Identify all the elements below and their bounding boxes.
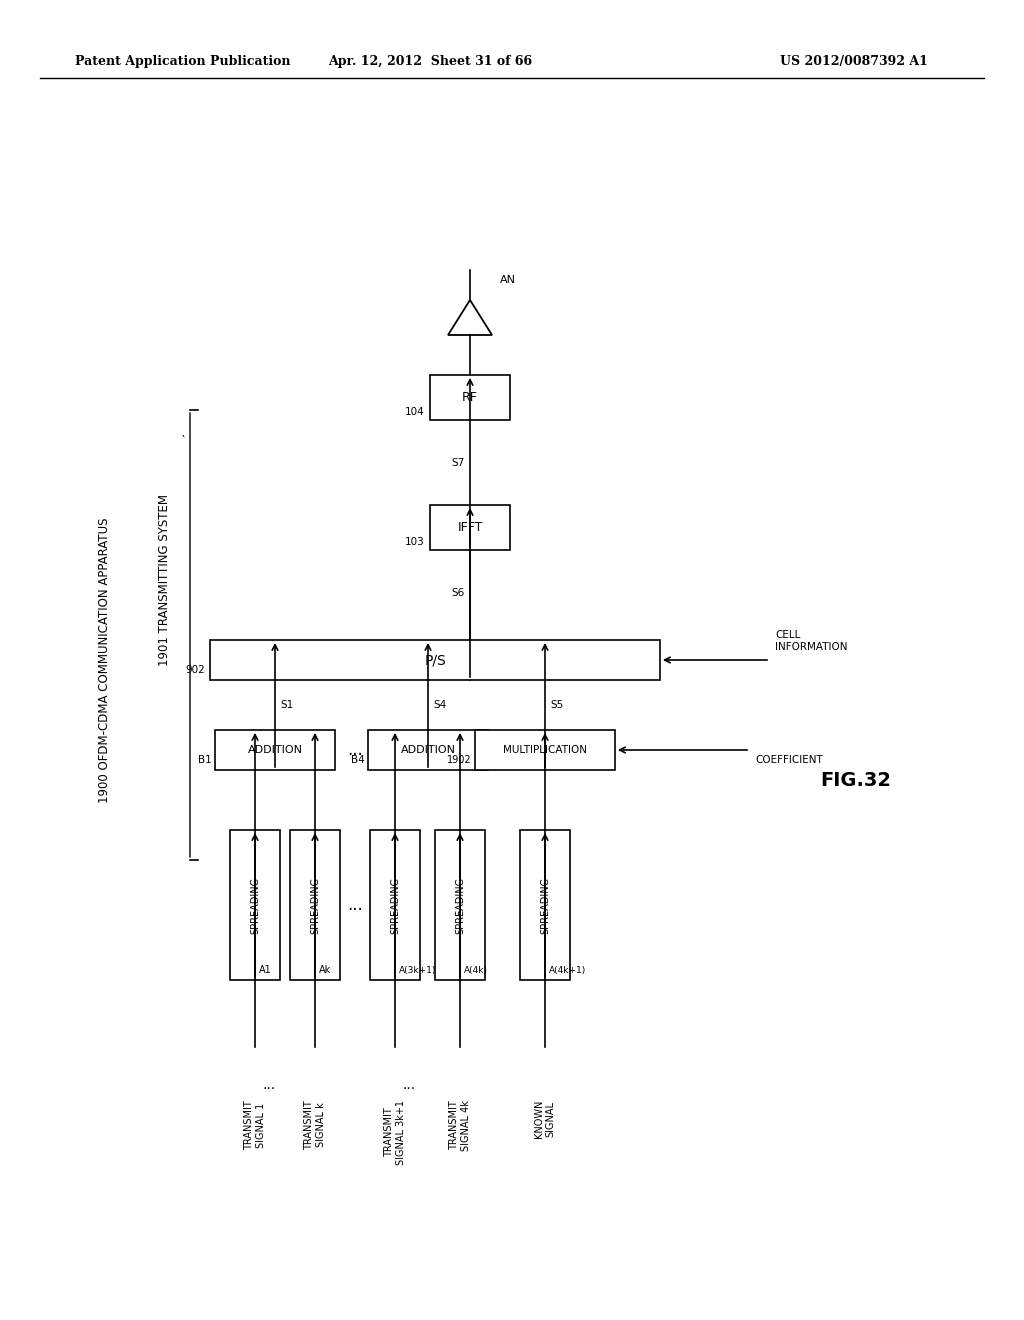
Text: ...: ... — [263, 1078, 276, 1092]
Text: 902: 902 — [185, 665, 205, 675]
Text: B1: B1 — [199, 755, 212, 766]
Bar — [230, 830, 280, 979]
Bar — [370, 830, 420, 979]
Text: 103: 103 — [406, 537, 425, 546]
Bar — [290, 830, 340, 979]
Text: Ak: Ak — [319, 965, 331, 975]
Text: SPREADING: SPREADING — [455, 876, 465, 933]
Text: 104: 104 — [406, 407, 425, 417]
Bar — [475, 730, 615, 770]
Text: A1: A1 — [259, 965, 271, 975]
Text: 1902: 1902 — [447, 755, 472, 766]
Text: IFFT: IFFT — [458, 521, 482, 535]
Text: ADDITION: ADDITION — [400, 744, 456, 755]
Text: RF: RF — [462, 391, 478, 404]
Text: MULTIPLICATION: MULTIPLICATION — [503, 744, 587, 755]
Bar — [520, 830, 570, 979]
Text: SPREADING: SPREADING — [250, 876, 260, 933]
Text: TRANSMIT
SIGNAL 3k+1: TRANSMIT SIGNAL 3k+1 — [384, 1100, 406, 1166]
Text: ‵: ‵ — [182, 433, 185, 446]
Text: A(3k+1): A(3k+1) — [399, 966, 436, 975]
Text: AN: AN — [500, 275, 516, 285]
Text: FIG.32: FIG.32 — [820, 771, 891, 789]
Text: S1: S1 — [280, 700, 293, 710]
Text: CELL
INFORMATION: CELL INFORMATION — [775, 631, 848, 652]
Bar — [368, 730, 488, 770]
Text: TRANSMIT
SIGNAL 1: TRANSMIT SIGNAL 1 — [244, 1100, 266, 1150]
Text: SPREADING: SPREADING — [390, 876, 400, 933]
Bar — [435, 830, 485, 979]
Text: P/S: P/S — [424, 653, 445, 667]
Text: 1901 TRANSMITTING SYSTEM: 1901 TRANSMITTING SYSTEM — [159, 494, 171, 667]
Text: S5: S5 — [550, 700, 563, 710]
Text: A(4k): A(4k) — [464, 966, 488, 975]
Bar — [430, 506, 510, 550]
Text: Apr. 12, 2012  Sheet 31 of 66: Apr. 12, 2012 Sheet 31 of 66 — [328, 55, 532, 69]
Text: TRANSMIT
SIGNAL 4k: TRANSMIT SIGNAL 4k — [450, 1100, 471, 1151]
Text: TRANSMIT
SIGNAL k: TRANSMIT SIGNAL k — [304, 1100, 326, 1150]
Bar — [215, 730, 335, 770]
Text: SPREADING: SPREADING — [310, 876, 319, 933]
Text: S6: S6 — [452, 587, 465, 598]
Text: 1900 OFDM-CDMA COMMUNICATION APPARATUS: 1900 OFDM-CDMA COMMUNICATION APPARATUS — [98, 517, 112, 803]
Text: S7: S7 — [452, 458, 465, 467]
Text: A(4k+1): A(4k+1) — [549, 966, 587, 975]
Bar — [210, 640, 660, 680]
Bar — [430, 375, 510, 420]
Text: US 2012/0087392 A1: US 2012/0087392 A1 — [780, 55, 928, 69]
Text: SPREADING: SPREADING — [540, 876, 550, 933]
Text: COEFFICIENT: COEFFICIENT — [755, 755, 822, 766]
Text: KNOWN
SIGNAL: KNOWN SIGNAL — [535, 1100, 556, 1138]
Text: ...: ... — [347, 896, 362, 913]
Text: ...: ... — [403, 1078, 416, 1092]
Text: B4: B4 — [351, 755, 365, 766]
Text: S4: S4 — [433, 700, 446, 710]
Text: ...: ... — [347, 741, 362, 759]
Text: ADDITION: ADDITION — [248, 744, 302, 755]
Text: Patent Application Publication: Patent Application Publication — [75, 55, 291, 69]
